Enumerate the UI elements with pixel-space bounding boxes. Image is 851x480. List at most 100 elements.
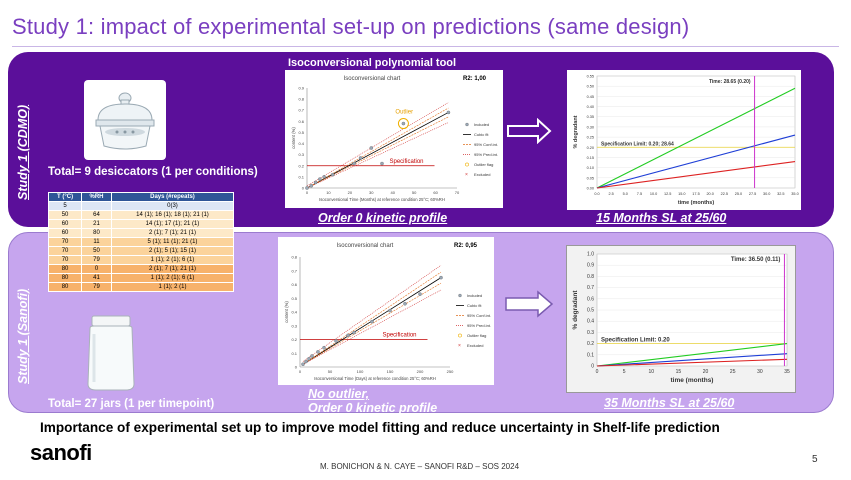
y-tick-label: 0.5 xyxy=(291,296,297,301)
table-row: 70 79 1 (1); 2 (1); 6 (1) xyxy=(47,255,235,265)
table-cell: 21 xyxy=(81,219,112,229)
table-cell: 70 xyxy=(47,246,83,256)
x-tick-label: 17.5 xyxy=(692,192,699,196)
legend-symbol: × xyxy=(465,172,468,178)
pred-lower xyxy=(302,289,442,365)
table-cell: 2 (1); 7 (1); 21 (1) xyxy=(110,264,235,274)
data-point xyxy=(418,292,422,296)
table-cell: 0(3) xyxy=(110,201,235,211)
chart-title: Isoconversional chart xyxy=(337,243,394,249)
y-tick-label: 0.15 xyxy=(587,156,594,160)
chart-iso-bottom: Isoconversional chart R2: 0,95 0 0.1 0.2 0.3 0… xyxy=(278,237,494,385)
table-cell: 60 xyxy=(47,228,83,238)
table-row: 50 64 14 (1); 16 (1); 18 (1); 21 (1) xyxy=(47,210,235,220)
table-cell: 50 xyxy=(81,246,112,256)
series-line xyxy=(596,87,796,189)
x-tick-label: 20 xyxy=(703,369,709,375)
legend-label: Excluded xyxy=(474,172,490,177)
data-point xyxy=(330,172,335,177)
legend-label: Excluded xyxy=(467,343,483,348)
x-tick-label: 40 xyxy=(390,190,395,195)
x-axis-label: Isoconversional Time (Months) at referen… xyxy=(319,197,445,202)
table-cell: 50 xyxy=(47,210,83,220)
table-cell: 5 (1); 11 (1); 21 (1) xyxy=(110,237,235,247)
y-tick-label: 0.7 xyxy=(298,108,304,113)
data-point xyxy=(380,161,384,166)
data-point xyxy=(369,146,374,150)
table-row: 60 21 14 (1); 17 (1); 21 (1) xyxy=(47,219,235,229)
x-tick-label: 35 xyxy=(784,369,790,375)
table-cell: 64 xyxy=(81,210,112,220)
legend-label: Outlier flag xyxy=(467,333,486,338)
y-tick-label: 0.1 xyxy=(587,352,594,358)
legend-symbol xyxy=(465,122,469,127)
legend-symbol xyxy=(458,333,462,338)
y-tick-label: 0.6 xyxy=(587,296,594,302)
spec-limit-label: Specification Limit: 0.20; 28.64 xyxy=(601,141,674,147)
arrow-right-icon-2 xyxy=(504,290,554,323)
chart-deg-top: 0.00 0.05 0.10 0.15 0.20 0.25 0.30 0.35 0.40 0.45… xyxy=(567,70,801,210)
data-point xyxy=(310,354,314,358)
y-tick-label: 0 xyxy=(302,186,305,191)
x-tick-label: 150 xyxy=(387,369,394,374)
desiccator-image xyxy=(84,80,166,160)
bottom-caption: Total= 27 jars (1 per timepoint) xyxy=(48,398,215,410)
series-line xyxy=(596,134,796,189)
x-tick-label: 15.0 xyxy=(678,192,685,196)
conditions-table-overlay: T (°C) %RH Days (#repeats) 5 0(3) 50 64 14 (1);… xyxy=(47,192,235,292)
table-cell: 80 xyxy=(47,264,83,274)
legend-symbol xyxy=(465,162,469,167)
x-tick-label: 22.5 xyxy=(721,192,728,196)
y-axis-label: content (%) xyxy=(284,301,289,323)
spec-annotation: Specification xyxy=(390,159,424,165)
series-line xyxy=(596,353,788,367)
legend-label: 95% Conf.int. xyxy=(467,313,491,318)
table-cell: 41 xyxy=(81,273,112,283)
conf-lower xyxy=(302,282,442,365)
table-cell: 80 xyxy=(47,282,83,292)
table-row: 70 50 2 (1); 5 (1); 15 (1) xyxy=(47,246,235,256)
slide-title: Study 1: impact of experimental set-up o… xyxy=(12,14,690,39)
x-tick-label: 25.0 xyxy=(735,192,742,196)
outlier-annotation: Outlier xyxy=(395,110,413,116)
x-tick-label: 30 xyxy=(757,369,763,375)
x-tick-label: 20 xyxy=(348,190,353,195)
data-point xyxy=(352,330,356,335)
y-axis-label: % degradant xyxy=(572,290,579,330)
logo-text: sanofi xyxy=(30,440,92,465)
series-line xyxy=(596,358,788,367)
outlier-circle xyxy=(397,118,409,130)
x-tick-label: 10 xyxy=(649,369,655,375)
y-tick-label: 0.3 xyxy=(298,152,304,157)
x-axis-label: time (months) xyxy=(678,200,715,206)
y-tick-label: 0.10 xyxy=(587,166,594,170)
table-cell: 70 xyxy=(47,255,83,265)
table-cell: 1 (1); 2 (1) xyxy=(110,282,235,292)
time-annotation: Time: 28.65 (0.20) xyxy=(709,79,751,85)
table-cell: 14 (1); 16 (1); 18 (1); 21 (1) xyxy=(110,210,235,220)
table-cell: 80 xyxy=(47,273,83,283)
y-axis-label: content (%) xyxy=(291,127,296,149)
data-point xyxy=(346,333,350,338)
series-line xyxy=(596,343,788,367)
iso-chart-top-svg: Isoconversional chart R2: 1,00 0 0.1 0.2 0.3 0… xyxy=(291,76,498,202)
data-point xyxy=(352,161,356,166)
y-tick-label: 0.2 xyxy=(291,337,297,342)
legend-label: Cubic fit xyxy=(474,132,489,137)
data-point xyxy=(305,186,309,190)
data-point xyxy=(322,175,326,179)
legend-label: 95% Pred.int. xyxy=(467,323,491,328)
y-tick-label: 0.1 xyxy=(291,351,297,356)
x-tick-label: 250 xyxy=(447,369,454,374)
table-row: 5 0(3) xyxy=(47,201,235,211)
legend-label: Included xyxy=(467,293,482,298)
x-tick-label: 70 xyxy=(455,190,460,195)
x-tick-label: 30.0 xyxy=(763,192,770,196)
table-cell: 60 xyxy=(47,219,83,229)
table-row: 80 0 2 (1); 7 (1); 21 (1) xyxy=(47,264,235,274)
table-cell: 70 xyxy=(47,237,83,247)
x-tick-label: 20.0 xyxy=(706,192,713,196)
sanofi-logo: sanofi xyxy=(30,440,92,466)
table-header-cell: %RH xyxy=(81,192,112,202)
legend-symbol: × xyxy=(458,343,461,349)
